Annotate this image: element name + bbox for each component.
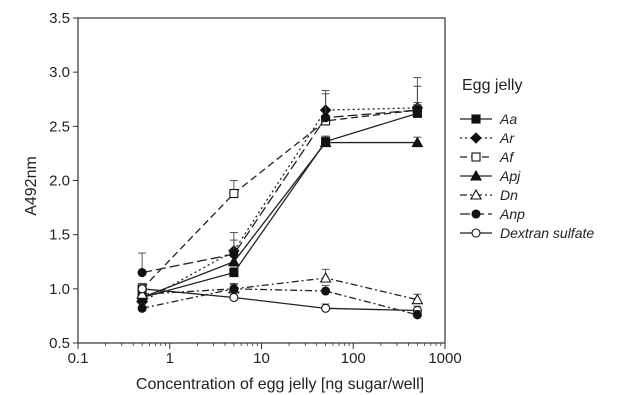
series-line: [141, 288, 418, 316]
legend-entry: Aa: [460, 111, 517, 127]
y-tick-label: 2.0: [49, 173, 70, 190]
legend-marker: [470, 169, 482, 181]
legend-marker: [470, 132, 482, 144]
series-anp: [137, 77, 422, 278]
data-point: [136, 288, 149, 299]
legend-label: Af: [499, 149, 515, 165]
x-tick-label: 1: [166, 350, 174, 367]
data-point: [319, 136, 332, 148]
data-point: [227, 255, 240, 267]
legend-entry: Apj: [460, 168, 521, 184]
y-tick-label: 0.5: [49, 335, 70, 352]
data-point: [137, 284, 147, 294]
series-line: [141, 107, 418, 303]
series-ar: [136, 93, 424, 308]
x-tick-label: 100: [341, 350, 366, 367]
y-tick-label: 1.5: [49, 227, 70, 244]
y-tick-label: 3.0: [49, 64, 70, 81]
legend-label: Apj: [499, 168, 521, 184]
legend-label: Aa: [499, 111, 517, 127]
axes: 0.5 1.0 1.5 2.0 2.5 3.0 3.5 0.1 1 10 100 1000: [49, 10, 462, 367]
series-dn: [136, 268, 424, 305]
data-point: [412, 310, 422, 320]
series-line: [142, 109, 418, 274]
series-layer: [136, 77, 424, 320]
data-point: [229, 188, 239, 199]
data-point: [137, 303, 147, 313]
legend-entry: Dextran sulfate: [460, 225, 594, 241]
data-point: [411, 293, 424, 305]
legend-label: Anp: [499, 206, 525, 222]
legend-marker: [470, 188, 482, 200]
legend-entry: Dn: [460, 187, 518, 203]
series-line: [141, 109, 418, 290]
data-point: [319, 271, 332, 283]
y-axis-label: A492nm: [23, 156, 40, 216]
data-point: [321, 286, 331, 296]
legend-marker: [471, 209, 481, 219]
series-aa: [137, 85, 422, 303]
data-point: [229, 268, 239, 278]
series-dextran-sulfate: [137, 282, 422, 316]
data-point: [229, 292, 239, 303]
legend-marker: [471, 152, 481, 162]
series-line: [141, 112, 418, 299]
data-point: [229, 249, 239, 259]
series-line: [142, 277, 418, 301]
series-line: [142, 288, 418, 312]
data-point: [137, 268, 147, 278]
y-tick-label: 3.5: [49, 10, 70, 27]
data-point: [321, 113, 331, 123]
x-tick-label: 1000: [428, 350, 461, 367]
legend-label: Dn: [500, 187, 518, 203]
legend-title: Egg jelly: [462, 77, 522, 94]
x-tick-label: 0.1: [68, 350, 89, 367]
plot-frame: [77, 17, 446, 344]
series-unlabeled: [137, 284, 422, 320]
x-tick-label: 10: [253, 350, 270, 367]
series-af: [137, 104, 422, 294]
series-line: [141, 141, 418, 299]
legend-marker: [471, 114, 481, 124]
legend-entry: Af: [460, 149, 515, 165]
legend-label: Ar: [499, 130, 515, 146]
legend-entry: Anp: [460, 206, 525, 222]
legend-marker: [471, 228, 481, 238]
data-point: [411, 136, 424, 148]
series-apj: [136, 136, 424, 303]
data-point: [229, 284, 239, 294]
legend-label: Dextran sulfate: [500, 225, 594, 241]
legend-entry: Ar: [460, 130, 515, 146]
y-tick-label: 2.5: [49, 118, 70, 135]
x-axis-label: Concentration of egg jelly [ng sugar/wel…: [136, 376, 424, 393]
legend: Aa Ar Af Apj Dn Anp Dextran sulfate: [460, 111, 594, 241]
y-tick-label: 1.0: [49, 281, 70, 298]
data-point: [412, 105, 422, 115]
data-point: [321, 303, 331, 313]
